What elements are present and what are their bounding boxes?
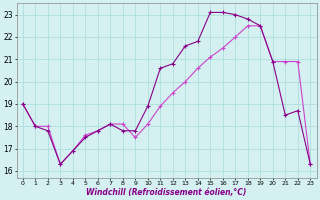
X-axis label: Windchill (Refroidissement éolien,°C): Windchill (Refroidissement éolien,°C) xyxy=(86,188,247,197)
